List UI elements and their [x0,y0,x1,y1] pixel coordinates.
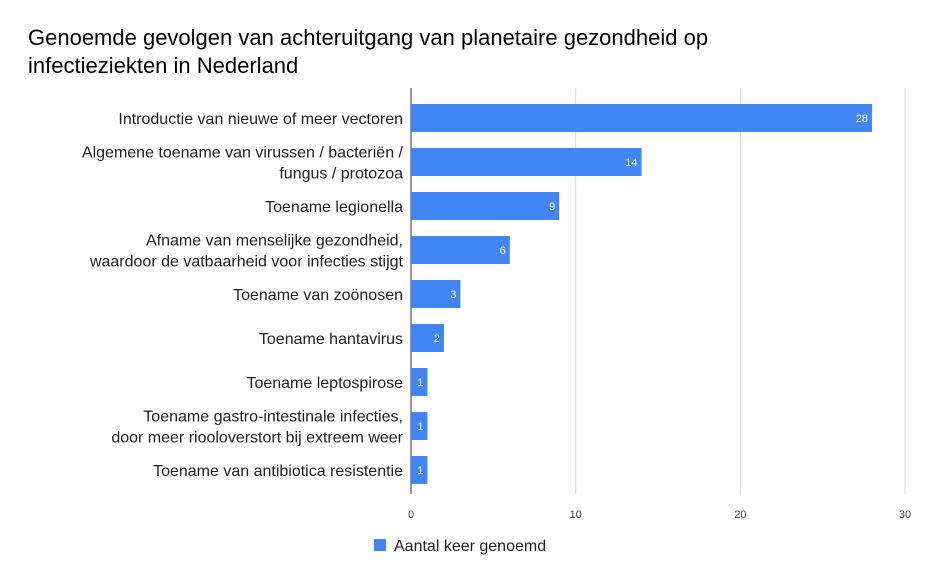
bars: 28 14 9 6 3 2 1 1 1 [411,104,873,484]
bar [411,324,444,352]
bar [411,280,461,308]
legend-swatch [374,539,386,551]
x-tick-label: 10 [570,509,582,521]
legend-label: Aantal keer genoemd [394,538,546,555]
bar [411,192,560,220]
category-label: Toename legionella [265,199,403,216]
chart-title-line-2: infectieziekten in Nederland [28,53,299,78]
category-label: Toename gastro-intestinale infecties, [143,409,403,426]
category-label: Toename van zoönosen [233,287,403,304]
data-label: 28 [856,113,868,125]
category-label: Afname van menselijke gezondheid, [146,233,403,250]
data-label: 9 [549,201,555,213]
bar [411,368,428,396]
x-tick-label: 0 [408,509,414,521]
category-label: Introductie van nieuwe of meer vectoren [118,111,403,128]
chart-title: Genoemde gevolgen van achteruitgang van … [28,24,888,80]
bar [411,104,873,132]
bar [411,236,510,264]
data-label: 1 [417,377,423,389]
category-label: Algemene toename van virussen / bacterië… [82,145,404,162]
x-tick-label: 20 [734,509,746,521]
category-labels: Introductie van nieuwe of meer vectoren A… [82,111,404,480]
bar [411,148,642,176]
data-label: 2 [434,333,440,345]
legend: Aantal keer genoemd [374,538,546,555]
data-label: 3 [450,289,456,301]
category-label: Toename van antibiotica resistentie [153,463,403,480]
bar [411,456,428,484]
data-label: 14 [625,157,637,169]
data-label: 1 [417,421,423,433]
x-tick-label: 30 [899,509,911,521]
category-label: fungus / protozoa [279,166,403,183]
data-label: 1 [417,465,423,477]
x-axis-ticks: 0 10 20 30 [408,509,911,521]
chart-title-line-1: Genoemde gevolgen van achteruitgang van … [28,25,709,50]
data-label: 6 [500,245,506,257]
category-label: waardoor de vatbaarheid voor infecties s… [89,254,404,271]
category-label: Toename hantavirus [259,331,403,348]
category-label: Toename leptospirose [246,375,403,392]
bar [411,412,428,440]
category-label: door meer riooloverstort bij extreem wee… [111,430,403,447]
